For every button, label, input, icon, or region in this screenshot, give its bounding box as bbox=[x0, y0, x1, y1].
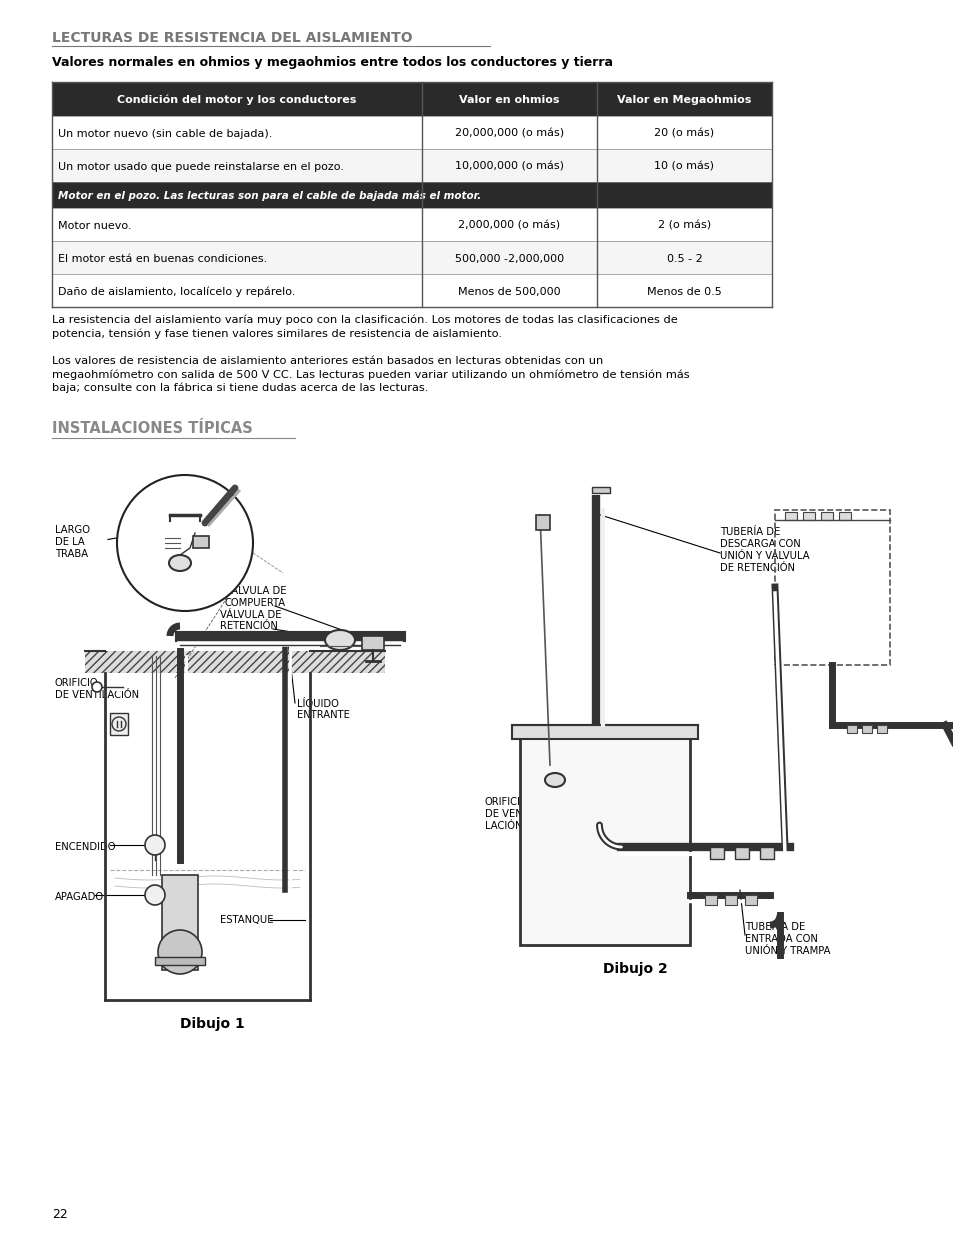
Bar bbox=[846, 725, 856, 734]
Text: 500,000 -2,000,000: 500,000 -2,000,000 bbox=[455, 253, 563, 263]
Text: INSTALACIONES TÍPICAS: INSTALACIONES TÍPICAS bbox=[52, 421, 253, 436]
Text: 10 (o más): 10 (o más) bbox=[654, 162, 714, 172]
Bar bbox=[512, 725, 698, 739]
Bar bbox=[862, 725, 871, 734]
Circle shape bbox=[145, 885, 165, 905]
Text: Daño de aislamiento, localícelo y repárelo.: Daño de aislamiento, localícelo y repáre… bbox=[58, 287, 295, 296]
Bar bbox=[52, 182, 771, 207]
Text: LECTURAS DE RESISTENCIA DEL AISLAMIENTO: LECTURAS DE RESISTENCIA DEL AISLAMIENTO bbox=[52, 31, 413, 44]
Bar bbox=[784, 513, 796, 520]
Ellipse shape bbox=[169, 555, 191, 571]
Text: 10,000,000 (o más): 10,000,000 (o más) bbox=[455, 162, 563, 172]
Text: LÍQUIDO: LÍQUIDO bbox=[296, 698, 338, 709]
Text: ORIFICIO: ORIFICIO bbox=[55, 678, 98, 688]
Bar bbox=[85, 651, 385, 673]
Bar bbox=[111, 683, 125, 692]
Text: Dibujo 1: Dibujo 1 bbox=[180, 1016, 245, 1031]
Text: TRABA: TRABA bbox=[55, 550, 88, 559]
Text: LARGO: LARGO bbox=[55, 525, 90, 535]
Text: Menos de 0.5: Menos de 0.5 bbox=[646, 287, 721, 296]
Bar bbox=[110, 713, 128, 735]
Text: 0.5 - 2: 0.5 - 2 bbox=[666, 253, 701, 263]
Bar bbox=[52, 207, 771, 241]
Text: TUBERÍA DE: TUBERÍA DE bbox=[720, 527, 780, 537]
Bar bbox=[193, 536, 209, 548]
Bar bbox=[52, 241, 771, 274]
Bar bbox=[704, 895, 717, 905]
Bar bbox=[536, 515, 550, 530]
Text: 2 (o más): 2 (o más) bbox=[658, 221, 710, 231]
Text: LACIÓN: LACIÓN bbox=[484, 821, 522, 831]
Bar bbox=[838, 513, 850, 520]
Text: RETENCIÓN: RETENCIÓN bbox=[220, 621, 277, 631]
Text: UNIÓN Y VÁLVULA: UNIÓN Y VÁLVULA bbox=[720, 551, 809, 561]
Text: DESCARGA CON: DESCARGA CON bbox=[720, 538, 800, 550]
Text: DE LA: DE LA bbox=[55, 537, 85, 547]
Text: Motor nuevo.: Motor nuevo. bbox=[58, 221, 132, 231]
Circle shape bbox=[91, 682, 102, 692]
Bar bbox=[734, 847, 748, 860]
Circle shape bbox=[145, 835, 165, 855]
Bar bbox=[52, 274, 771, 308]
Text: Valor en Megaohmios: Valor en Megaohmios bbox=[617, 95, 751, 105]
Text: Los valores de resistencia de aislamiento anteriores están basados en lecturas o: Los valores de resistencia de aislamient… bbox=[52, 356, 602, 366]
Text: ENTRADA CON: ENTRADA CON bbox=[744, 934, 817, 944]
Bar bbox=[519, 725, 689, 945]
Text: DE RETENCIÓN: DE RETENCIÓN bbox=[720, 563, 794, 573]
Ellipse shape bbox=[325, 630, 355, 650]
Text: 2,000,000 (o más): 2,000,000 (o más) bbox=[458, 221, 560, 231]
Text: Un motor usado que puede reinstalarse en el pozo.: Un motor usado que puede reinstalarse en… bbox=[58, 162, 343, 172]
Bar bbox=[85, 651, 385, 673]
Text: ENCENDIDO: ENCENDIDO bbox=[55, 842, 115, 852]
Bar bbox=[162, 876, 198, 969]
Text: TUBERÍA DE: TUBERÍA DE bbox=[744, 923, 804, 932]
Ellipse shape bbox=[544, 773, 564, 787]
Text: VÁLVULA DE: VÁLVULA DE bbox=[220, 610, 281, 620]
Circle shape bbox=[158, 930, 202, 974]
Circle shape bbox=[117, 475, 253, 611]
Bar bbox=[52, 82, 771, 116]
Bar bbox=[361, 636, 384, 650]
Bar bbox=[802, 513, 814, 520]
Text: Motor en el pozo. Las lecturas son para el cable de bajada más el motor.: Motor en el pozo. Las lecturas son para … bbox=[58, 190, 480, 201]
Text: La resistencia del aislamiento varía muy poco con la clasificación. Los motores : La resistencia del aislamiento varía muy… bbox=[52, 315, 677, 325]
Text: Condición del motor y los conductores: Condición del motor y los conductores bbox=[117, 95, 356, 105]
Text: ENTRANTE: ENTRANTE bbox=[296, 710, 350, 720]
Text: DE VENTI-: DE VENTI- bbox=[484, 809, 535, 819]
Text: 20,000,000 (o más): 20,000,000 (o más) bbox=[455, 128, 563, 138]
Bar bbox=[709, 847, 723, 860]
Text: baja; consulte con la fábrica si tiene dudas acerca de las lecturas.: baja; consulte con la fábrica si tiene d… bbox=[52, 383, 428, 393]
Bar bbox=[724, 895, 737, 905]
Text: APAGADO: APAGADO bbox=[55, 892, 104, 902]
Text: Dibujo 2: Dibujo 2 bbox=[602, 962, 667, 976]
Bar bbox=[744, 895, 757, 905]
Text: ESTANQUE: ESTANQUE bbox=[220, 915, 274, 925]
Text: VÁLVULA DE: VÁLVULA DE bbox=[225, 585, 286, 597]
Text: ORIFICIO: ORIFICIO bbox=[484, 797, 528, 806]
Text: El motor está en buenas condiciones.: El motor está en buenas condiciones. bbox=[58, 253, 267, 263]
Text: Valores normales en ohmios y megaohmios entre todos los conductores y tierra: Valores normales en ohmios y megaohmios … bbox=[52, 56, 613, 69]
Bar bbox=[592, 487, 610, 493]
Text: UNIÓN Y TRAMPA: UNIÓN Y TRAMPA bbox=[744, 946, 830, 956]
Bar bbox=[760, 847, 773, 860]
Bar bbox=[52, 116, 771, 149]
Bar bbox=[774, 510, 889, 664]
Bar bbox=[876, 725, 886, 734]
Text: potencia, tensión y fase tienen valores similares de resistencia de aislamiento.: potencia, tensión y fase tienen valores … bbox=[52, 329, 501, 338]
Text: Valor en ohmios: Valor en ohmios bbox=[458, 95, 559, 105]
Bar bbox=[821, 513, 832, 520]
Text: Menos de 500,000: Menos de 500,000 bbox=[457, 287, 560, 296]
Bar bbox=[52, 149, 771, 182]
Text: 20 (o más): 20 (o más) bbox=[654, 128, 714, 138]
Text: megaohmíómetro con salida de 500 V CC. Las lecturas pueden variar utilizando un : megaohmíómetro con salida de 500 V CC. L… bbox=[52, 369, 689, 379]
Text: Un motor nuevo (sin cable de bajada).: Un motor nuevo (sin cable de bajada). bbox=[58, 128, 273, 138]
Bar bbox=[154, 957, 205, 965]
Text: COMPUERTA: COMPUERTA bbox=[225, 598, 286, 608]
Text: 22: 22 bbox=[52, 1208, 68, 1221]
Text: DE VENTILACIÓN: DE VENTILACIÓN bbox=[55, 690, 139, 700]
